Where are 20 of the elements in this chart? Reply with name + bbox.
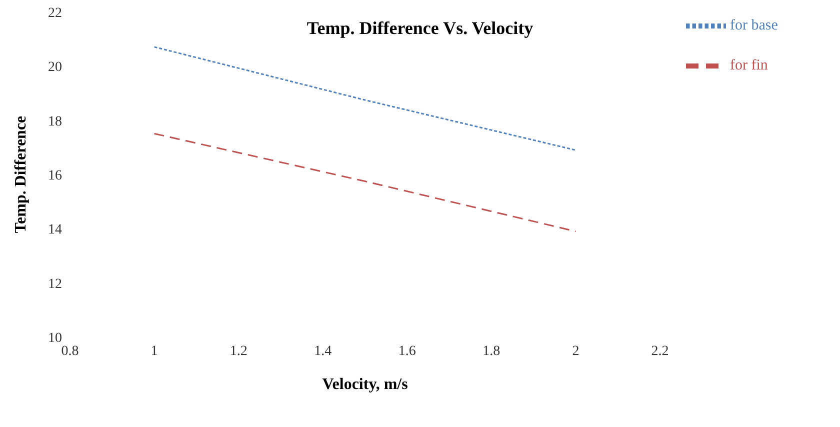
legend-label: for fin <box>730 57 768 74</box>
y-tick-label: 14 <box>48 222 62 238</box>
chart-title: Temp. Difference Vs. Velocity <box>306 18 534 38</box>
y-tick-label: 18 <box>48 114 62 130</box>
y-tick-label: 22 <box>48 6 62 21</box>
y-tick-label: 16 <box>48 168 62 184</box>
y-tick-label: 10 <box>48 330 62 346</box>
x-tick-label: 1.2 <box>230 344 248 359</box>
x-tick-label: 2 <box>572 344 580 359</box>
x-tick-label: 1.8 <box>482 344 500 359</box>
x-tick-label: 1.6 <box>398 344 416 359</box>
x-tick-label: 2.2 <box>651 344 669 359</box>
x-axis-title: Velocity, m/s <box>322 376 408 393</box>
legend-label: for base <box>730 17 778 34</box>
x-tick-label: 1 <box>150 344 158 359</box>
x-tick-label: 0.8 <box>61 344 79 359</box>
y-tick-label: 12 <box>48 276 62 292</box>
y-axis-title: Temp. Difference <box>12 116 30 234</box>
y-tick-label: 20 <box>48 60 62 76</box>
x-tick-label: 1.4 <box>314 344 332 359</box>
